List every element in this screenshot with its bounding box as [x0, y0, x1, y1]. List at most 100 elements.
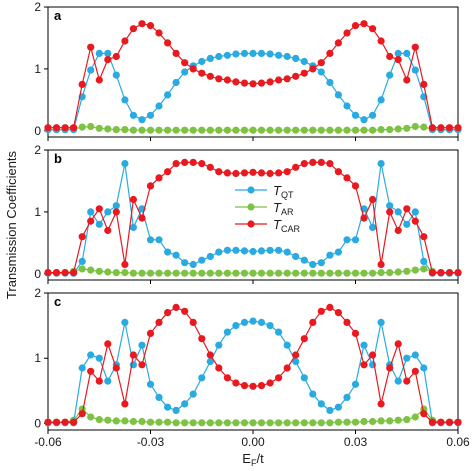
data-point [215, 126, 223, 134]
legend-entry-qt: TQT [235, 183, 294, 200]
data-point [343, 318, 351, 326]
data-point [240, 49, 249, 58]
data-point [411, 122, 419, 131]
data-point [300, 256, 308, 264]
data-point [87, 43, 95, 51]
data-point [411, 208, 419, 216]
data-point [181, 158, 189, 166]
data-point [266, 379, 274, 387]
data-point [172, 49, 180, 58]
data-point [104, 377, 112, 385]
data-point [283, 341, 291, 349]
legend-marker [247, 203, 255, 211]
data-point [215, 168, 223, 176]
data-point [394, 56, 402, 64]
data-point [164, 418, 172, 426]
data-point [138, 116, 146, 124]
data-point [223, 76, 231, 84]
data-point [334, 403, 342, 411]
data-point [266, 78, 274, 86]
data-point [300, 126, 308, 134]
data-point [386, 202, 394, 210]
data-point [87, 122, 95, 131]
data-point [275, 246, 283, 254]
data-point [129, 195, 137, 204]
data-point [437, 124, 445, 132]
panel-label: a [54, 8, 62, 23]
data-point [309, 390, 317, 398]
data-point [181, 259, 189, 267]
data-point [326, 251, 334, 259]
data-point [283, 419, 291, 427]
data-point [326, 406, 334, 414]
data-point [326, 160, 334, 168]
data-point [87, 413, 95, 421]
data-point [104, 268, 112, 276]
data-point [138, 126, 146, 134]
data-point [317, 419, 325, 427]
data-point [104, 56, 112, 64]
data-point [257, 126, 266, 134]
data-point [155, 29, 163, 37]
x-axis-title-main: E [242, 451, 251, 466]
data-point [121, 269, 129, 277]
data-point [403, 124, 411, 132]
data-point [189, 390, 197, 398]
data-point [232, 269, 240, 277]
data-point [146, 22, 155, 30]
data-point [334, 126, 342, 134]
data-point [334, 309, 342, 317]
data-point [300, 374, 308, 382]
data-point [164, 269, 172, 277]
data-point [206, 54, 214, 63]
data-point [146, 269, 155, 277]
data-point [386, 71, 394, 79]
data-point [403, 354, 411, 362]
data-point [215, 364, 223, 372]
data-point [121, 417, 129, 425]
data-point [292, 269, 300, 277]
data-point [198, 69, 206, 77]
data-point [129, 25, 137, 33]
data-point [420, 410, 428, 418]
data-point [300, 269, 308, 277]
data-point [300, 57, 308, 66]
data-point [198, 269, 206, 277]
data-point [129, 223, 137, 231]
data-point [317, 68, 325, 76]
data-point [232, 126, 240, 134]
data-point [257, 169, 266, 177]
data-point [240, 269, 249, 277]
data-point [283, 248, 291, 256]
data-point [232, 78, 240, 86]
panel-frame [47, 6, 459, 138]
data-point [275, 269, 283, 277]
data-point [326, 126, 334, 134]
data-point [138, 269, 146, 277]
data-point [317, 269, 325, 277]
data-point [146, 418, 155, 426]
data-point [87, 66, 95, 74]
data-point [215, 75, 223, 83]
data-point [257, 318, 266, 326]
data-point [172, 406, 180, 414]
series-line [48, 23, 458, 129]
data-point [309, 419, 317, 427]
data-point [283, 168, 291, 176]
data-point [87, 266, 95, 274]
data-point [403, 49, 411, 58]
data-point [189, 318, 197, 326]
data-point [215, 419, 223, 427]
data-point [420, 364, 428, 372]
data-point [394, 49, 402, 58]
data-point [343, 236, 351, 244]
y-tick-label: 1 [34, 351, 41, 365]
data-point [155, 236, 163, 244]
data-point [343, 418, 351, 426]
y-tick-label: 0 [34, 267, 41, 281]
data-point [112, 52, 120, 61]
data-point [317, 400, 325, 408]
series-car [44, 303, 462, 426]
